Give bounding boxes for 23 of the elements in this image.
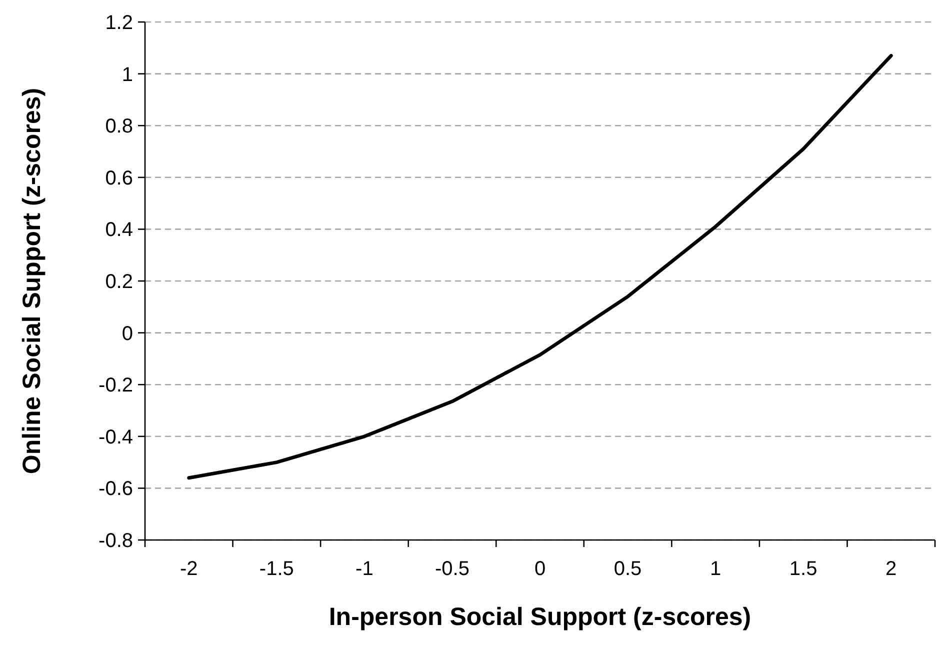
y-tick-label: 1.2 — [105, 12, 133, 34]
x-tick-label: 0 — [534, 558, 546, 580]
x-tick-label: -1.5 — [259, 558, 294, 580]
x-tick-label: 1 — [710, 558, 722, 580]
x-tick-label: 2 — [886, 558, 897, 580]
y-tick-label: -0.4 — [98, 426, 133, 448]
y-tick-label: 0.2 — [105, 271, 133, 293]
x-tick-label: 1.5 — [789, 558, 818, 580]
y-tick-label: 0.6 — [105, 167, 133, 190]
x-tick-label: -1 — [356, 558, 374, 580]
y-tick-label: 1 — [122, 64, 133, 86]
x-tick-label: 0.5 — [614, 558, 642, 580]
y-tick-label: -0.2 — [98, 374, 133, 397]
x-axis-title: In-person Social Support (z-scores) — [328, 603, 752, 631]
y-tick-label: 0.8 — [105, 116, 133, 138]
y-tick-label: -0.8 — [98, 530, 133, 552]
y-tick-label: -0.6 — [98, 478, 133, 500]
line-series — [187, 54, 893, 480]
x-tick-label: -2 — [180, 558, 198, 580]
x-tick-label: -0.5 — [434, 558, 470, 580]
y-axis-title: Online Social Support (z-scores) — [18, 88, 46, 474]
y-tick-label: 0 — [122, 322, 133, 345]
y-tick-label: 0.4 — [105, 219, 133, 242]
